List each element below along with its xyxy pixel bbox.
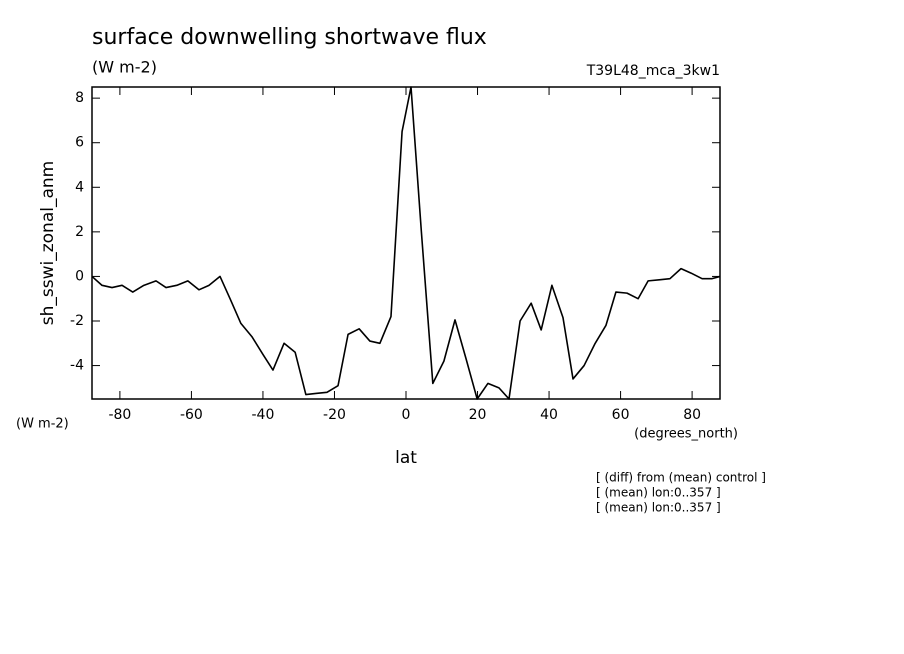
y-tick-label: -4 <box>70 358 84 374</box>
x-axis-label: lat <box>395 448 417 468</box>
note: [ (mean) lon:0..357 ] <box>596 501 721 515</box>
x-tick-label: -40 <box>252 407 275 423</box>
note: [ (mean) lon:0..357 ] <box>596 486 721 500</box>
y-tick-label: 2 <box>75 224 84 240</box>
x-tick-label: -60 <box>180 407 203 423</box>
x-tick-label: 0 <box>402 407 411 423</box>
notes: [ (diff) from (mean) control ][ (mean) l… <box>596 471 766 515</box>
chart-title: surface downwelling shortwave flux <box>92 25 487 50</box>
x-tick-label: 40 <box>540 407 558 423</box>
x-tick-label: 20 <box>469 407 487 423</box>
x-tick-label: 60 <box>612 407 630 423</box>
chart-subtitle: (W m-2) <box>92 58 157 77</box>
y-tick-label: 4 <box>75 179 84 195</box>
plot-frame <box>91 86 721 400</box>
y-tick-label: 8 <box>75 90 84 106</box>
y-units: (W m-2) <box>16 417 69 432</box>
y-tick-label: 6 <box>75 135 84 151</box>
y-tick-label: -2 <box>70 313 84 329</box>
y-tick-label: 0 <box>75 268 84 284</box>
x-units: (degrees_north) <box>634 427 738 442</box>
run-label: T39L48_mca_3kw1 <box>586 63 720 79</box>
y-axis-label: sh_sswi_zonal_anm <box>38 161 58 325</box>
x-tick-label: -20 <box>323 407 346 423</box>
note: [ (diff) from (mean) control ] <box>596 471 766 485</box>
x-tick-label: 80 <box>683 407 701 423</box>
x-tick-label: -80 <box>108 407 131 423</box>
data-line <box>91 86 721 400</box>
